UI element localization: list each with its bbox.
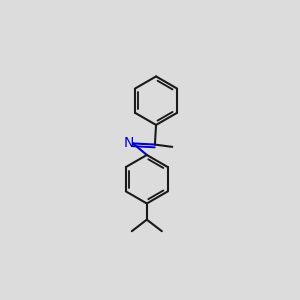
Text: N: N — [124, 136, 134, 150]
